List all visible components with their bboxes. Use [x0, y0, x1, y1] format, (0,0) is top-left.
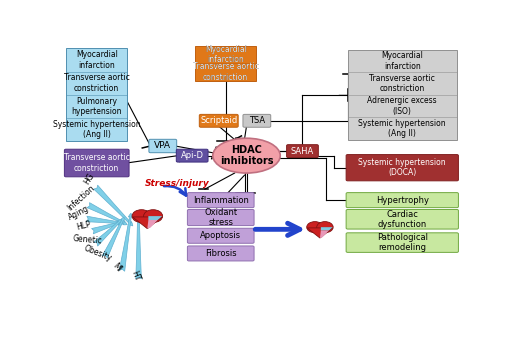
FancyBboxPatch shape	[346, 155, 458, 181]
Polygon shape	[147, 220, 158, 229]
FancyBboxPatch shape	[243, 114, 271, 127]
Text: Cardiac
dysfunction: Cardiac dysfunction	[378, 209, 427, 229]
Text: Transverse aortic
constriction: Transverse aortic constriction	[369, 74, 435, 93]
Text: Apoptosis: Apoptosis	[200, 231, 241, 240]
Polygon shape	[321, 227, 333, 230]
Text: Scriptaid: Scriptaid	[200, 116, 238, 125]
FancyBboxPatch shape	[187, 246, 254, 261]
FancyBboxPatch shape	[346, 209, 458, 229]
Polygon shape	[148, 216, 162, 220]
Text: HDAC
inhibitors: HDAC inhibitors	[220, 145, 273, 166]
Text: Myocardial
infarction: Myocardial infarction	[76, 50, 118, 70]
FancyBboxPatch shape	[65, 149, 129, 177]
Text: Pulmonary
hypertension: Pulmonary hypertension	[72, 96, 122, 116]
Text: Genetic: Genetic	[73, 234, 103, 246]
Text: Transverse aortic
constriction: Transverse aortic constriction	[193, 62, 259, 81]
Text: Systemic hypertension
(DOCA): Systemic hypertension (DOCA)	[358, 158, 446, 177]
Text: Api-D: Api-D	[181, 151, 204, 160]
Text: SAHA: SAHA	[291, 147, 314, 156]
FancyBboxPatch shape	[287, 145, 318, 158]
Text: Aging: Aging	[67, 204, 90, 222]
FancyBboxPatch shape	[176, 149, 208, 162]
Bar	[195, 46, 257, 81]
Text: Infection: Infection	[66, 183, 96, 213]
Text: Pathological
remodeling: Pathological remodeling	[377, 233, 428, 252]
Text: MI: MI	[111, 261, 123, 274]
Circle shape	[143, 210, 163, 222]
FancyBboxPatch shape	[346, 233, 458, 252]
Circle shape	[307, 222, 323, 233]
Text: HT: HT	[129, 269, 141, 282]
Text: Oxidant
stress: Oxidant stress	[204, 208, 237, 227]
Circle shape	[132, 210, 151, 222]
Text: Fibrosis: Fibrosis	[205, 249, 237, 258]
Text: Systemic hypertension
(Ang II): Systemic hypertension (Ang II)	[53, 120, 141, 139]
Text: Hypertrophy: Hypertrophy	[376, 196, 429, 205]
Polygon shape	[320, 230, 329, 238]
Text: Adrenergic excess
(ISO): Adrenergic excess (ISO)	[368, 96, 437, 116]
Ellipse shape	[213, 138, 280, 173]
Bar	[66, 48, 127, 141]
Text: Transverse aortic
constriction: Transverse aortic constriction	[193, 62, 259, 81]
Text: HG: HG	[83, 172, 97, 187]
Polygon shape	[307, 228, 333, 238]
Text: Myocardial
infarction: Myocardial infarction	[381, 51, 423, 71]
FancyBboxPatch shape	[199, 114, 238, 127]
FancyBboxPatch shape	[187, 228, 254, 243]
FancyBboxPatch shape	[346, 193, 458, 208]
Text: TSA: TSA	[249, 116, 265, 125]
Text: HLP: HLP	[76, 220, 92, 232]
Text: Transverse aortic
constriction: Transverse aortic constriction	[64, 153, 130, 173]
Text: Stress/injury: Stress/injury	[145, 179, 209, 188]
Text: Transverse aortic
constriction: Transverse aortic constriction	[64, 73, 130, 93]
FancyBboxPatch shape	[187, 209, 254, 226]
Circle shape	[317, 222, 333, 233]
Polygon shape	[133, 217, 162, 229]
Bar	[348, 50, 457, 140]
Text: Inflammation: Inflammation	[193, 196, 249, 205]
Text: Myocardial
infarction: Myocardial infarction	[205, 45, 247, 64]
FancyBboxPatch shape	[187, 193, 254, 208]
FancyBboxPatch shape	[149, 139, 177, 153]
Text: Myocardial
infarction: Myocardial infarction	[205, 45, 247, 64]
Text: Obesity: Obesity	[83, 244, 113, 263]
Text: Systemic hypertension
(Ang II): Systemic hypertension (Ang II)	[358, 119, 446, 138]
Text: VPA: VPA	[154, 142, 172, 150]
